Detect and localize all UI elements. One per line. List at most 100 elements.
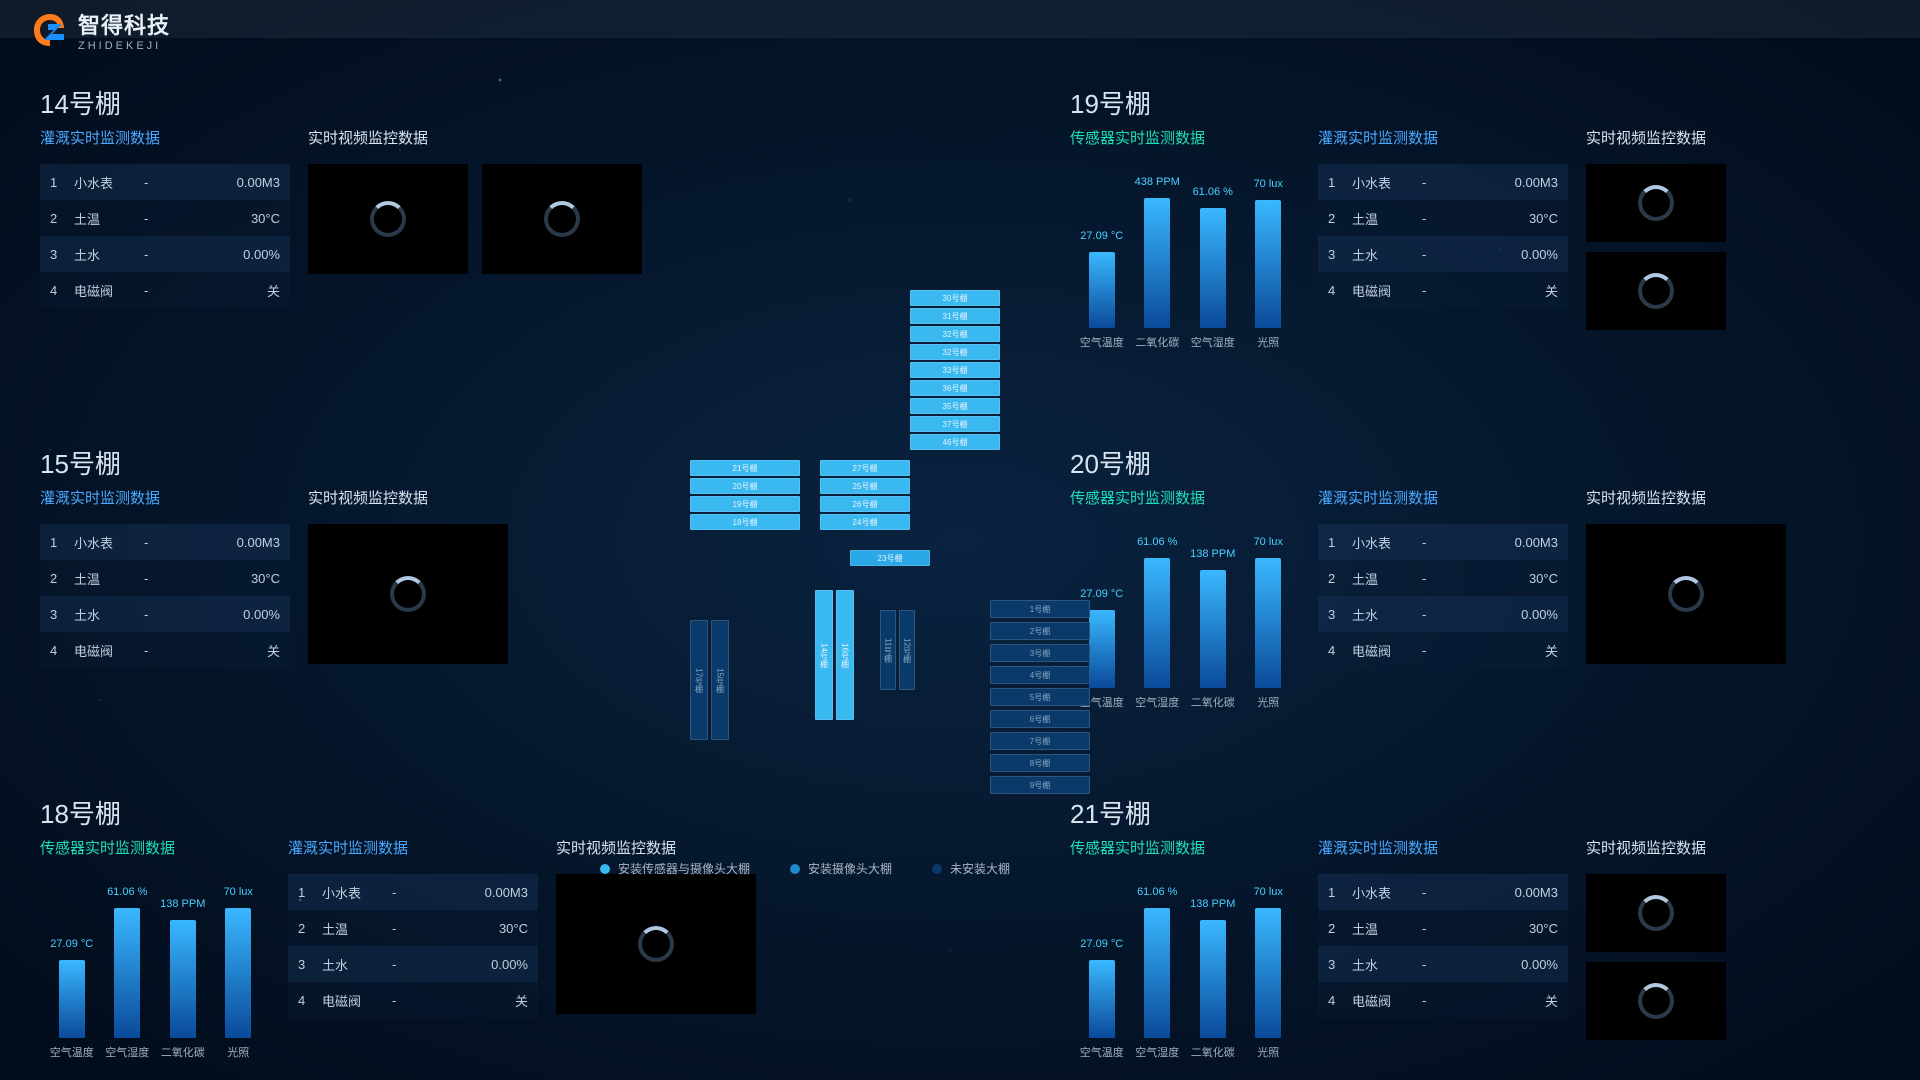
- row-dash: -: [1422, 885, 1452, 900]
- row-name: 土水: [1352, 245, 1422, 264]
- row-index: 1: [298, 885, 322, 900]
- row-value: 0.00M3: [1452, 535, 1558, 550]
- shed-18: 18号棚 传感器实时监测数据 27.09 °C空气温度61.06 %空气湿度13…: [40, 790, 756, 1072]
- map-shed[interactable]: 46号棚: [910, 434, 1000, 450]
- sensor-value: 61.06 %: [1137, 886, 1177, 898]
- video-feed[interactable]: [1586, 874, 1726, 952]
- video-feed[interactable]: [1586, 252, 1726, 330]
- greenhouse-map: 30号棚 31号棚 32号棚 32号棚 33号棚 36号棚 35号棚 37号棚 46号棚 21号棚…: [600, 230, 1120, 860]
- video-feed[interactable]: [1586, 962, 1726, 1040]
- video-feed[interactable]: [308, 164, 468, 274]
- row-index: 3: [1328, 247, 1352, 262]
- loading-icon: [390, 576, 426, 612]
- map-shed[interactable]: 37号棚: [910, 416, 1000, 432]
- map-shed[interactable]: 26号棚: [820, 496, 910, 512]
- legend-label: 未安装大棚: [950, 860, 1010, 877]
- video-feed[interactable]: [556, 874, 756, 1014]
- map-shed[interactable]: 23号棚: [850, 550, 930, 566]
- bar-icon: [1089, 252, 1115, 328]
- map-shed[interactable]: 30号棚: [910, 290, 1000, 306]
- map-shed[interactable]: 16号棚: [836, 590, 854, 720]
- sensor-label: 二氧化碳: [1191, 694, 1235, 710]
- sensor-value: 70 lux: [224, 886, 253, 898]
- row-name: 土温: [74, 569, 144, 588]
- map-shed[interactable]: 35号棚: [910, 398, 1000, 414]
- shed-19: 19号棚 传感器实时监测数据 27.09 °C空气温度438 PPM二氧化碳61…: [1070, 80, 1726, 362]
- map-shed[interactable]: 11号棚: [880, 610, 896, 690]
- video-feed[interactable]: [1586, 524, 1786, 664]
- map-shed[interactable]: 17号棚: [690, 620, 708, 740]
- bar-icon: [170, 920, 196, 1038]
- map-shed[interactable]: 19号棚: [690, 496, 800, 512]
- map-shed[interactable]: 32号棚: [910, 344, 1000, 360]
- map-shed[interactable]: 14号棚: [815, 590, 833, 720]
- sensor-chart: 27.09 °C空气温度61.06 %空气湿度138 PPM二氧化碳70 lux…: [40, 874, 270, 1064]
- sensor-chart: 27.09 °C空气温度61.06 %空气湿度138 PPM二氧化碳70 lux…: [1070, 524, 1300, 714]
- legend-label: 安装摄像头大棚: [808, 860, 892, 877]
- map-shed[interactable]: 31号棚: [910, 308, 1000, 324]
- row-index: 4: [298, 993, 322, 1008]
- row-dash: -: [1422, 921, 1452, 936]
- row-index: 4: [50, 283, 74, 298]
- table-row: 4电磁阀-关: [1318, 982, 1568, 1018]
- irrigation-table: 1小水表-0.00M32土温-30°C3土水-0.00%4电磁阀-关: [40, 164, 290, 308]
- video-title: 实时视频监控数据: [1586, 837, 1726, 858]
- irrigation-table: 1小水表-0.00M32土温-30°C3土水-0.00%4电磁阀-关: [1318, 164, 1568, 308]
- map-shed[interactable]: 27号棚: [820, 460, 910, 476]
- sensor-title: 传感器实时监测数据: [1070, 127, 1300, 148]
- row-index: 2: [1328, 211, 1352, 226]
- bar-icon: [225, 908, 251, 1038]
- sensor-value: 27.09 °C: [1080, 938, 1123, 950]
- row-dash: -: [1422, 211, 1452, 226]
- map-shed[interactable]: 12号棚: [899, 610, 915, 690]
- row-value: 0.00%: [174, 607, 280, 622]
- map-shed[interactable]: 33号棚: [910, 362, 1000, 378]
- map-shed[interactable]: 7号棚: [990, 732, 1090, 750]
- row-dash: -: [1422, 643, 1452, 658]
- row-index: 2: [298, 921, 322, 936]
- row-name: 土温: [322, 919, 392, 938]
- map-shed[interactable]: 36号棚: [910, 380, 1000, 396]
- bar-icon: [59, 960, 85, 1038]
- map-shed[interactable]: 25号棚: [820, 478, 910, 494]
- map-shed[interactable]: 20号棚: [690, 478, 800, 494]
- video-feed[interactable]: [482, 164, 642, 274]
- map-shed[interactable]: 18号棚: [690, 514, 800, 530]
- table-row: 3土水-0.00%: [40, 596, 290, 632]
- row-value: 关: [1452, 281, 1558, 300]
- legend-dot-icon: [790, 864, 800, 874]
- row-dash: -: [1422, 175, 1452, 190]
- sensor-bar: 61.06 %空气湿度: [1134, 908, 1180, 1038]
- row-dash: -: [1422, 607, 1452, 622]
- sensor-bar: 138 PPM二氧化碳: [1190, 570, 1236, 688]
- map-shed[interactable]: 8号棚: [990, 754, 1090, 772]
- row-name: 电磁阀: [1352, 641, 1422, 660]
- video-title: 实时视频监控数据: [308, 487, 508, 508]
- table-row: 4电磁阀-关: [40, 632, 290, 668]
- row-value: 关: [174, 281, 280, 300]
- map-shed[interactable]: 21号棚: [690, 460, 800, 476]
- shed-title: 18号棚: [40, 794, 756, 831]
- video-feed[interactable]: [308, 524, 508, 664]
- map-shed[interactable]: 24号棚: [820, 514, 910, 530]
- map-shed[interactable]: 15号棚: [711, 620, 729, 740]
- row-index: 2: [50, 211, 74, 226]
- row-index: 1: [1328, 535, 1352, 550]
- row-dash: -: [144, 247, 174, 262]
- row-dash: -: [392, 885, 422, 900]
- row-value: 30°C: [1452, 211, 1558, 226]
- row-value: 0.00M3: [1452, 175, 1558, 190]
- row-value: 30°C: [174, 571, 280, 586]
- row-name: 土水: [74, 605, 144, 624]
- video-feed[interactable]: [1586, 164, 1726, 242]
- map-shed[interactable]: 32号棚: [910, 326, 1000, 342]
- row-index: 3: [298, 957, 322, 972]
- table-row: 3土水-0.00%: [288, 946, 538, 982]
- row-name: 小水表: [1352, 533, 1422, 552]
- sensor-value: 61.06 %: [1137, 536, 1177, 548]
- sensor-label: 光照: [1257, 334, 1279, 350]
- sensor-bar: 438 PPM二氧化碳: [1134, 198, 1180, 328]
- sensor-label: 光照: [227, 1044, 249, 1060]
- row-value: 0.00%: [1452, 607, 1558, 622]
- sensor-value: 70 lux: [1254, 886, 1283, 898]
